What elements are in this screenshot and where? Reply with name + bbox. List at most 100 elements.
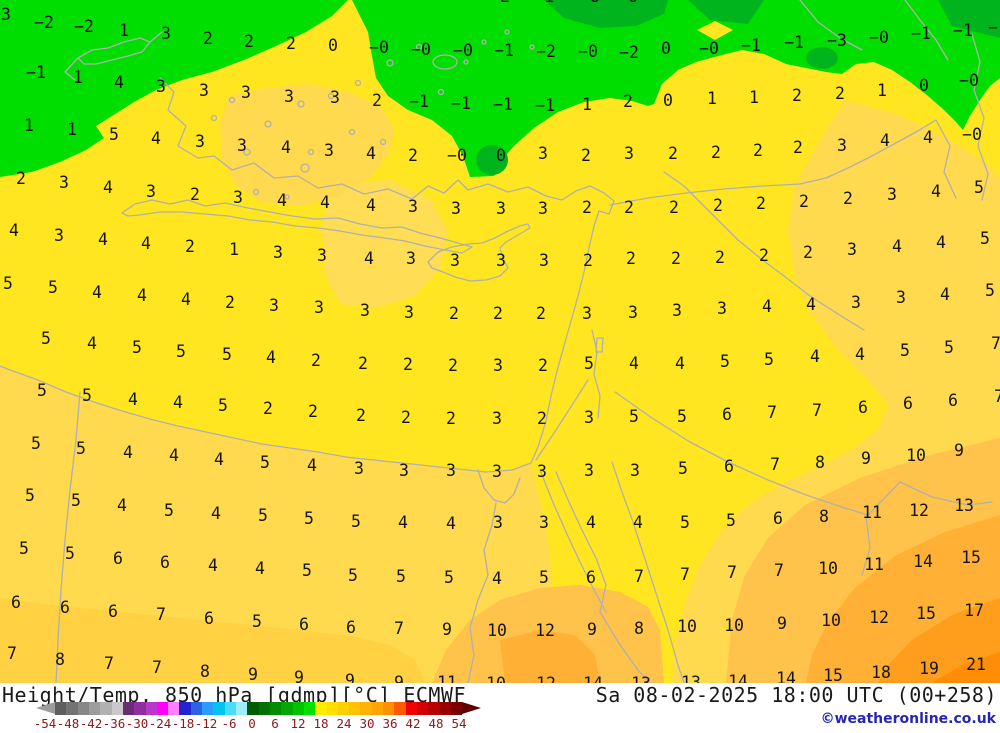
temp-value: 2 xyxy=(225,293,235,312)
temp-value: 3 xyxy=(851,293,861,312)
temp-value: 4 xyxy=(880,131,890,150)
temp-value: 6 xyxy=(628,0,638,6)
temp-value: 2 xyxy=(356,406,366,425)
temp-value: 1 xyxy=(67,120,77,139)
temp-value: 6 xyxy=(903,394,913,413)
temp-value: 2 xyxy=(16,169,26,188)
cyprus-outline xyxy=(427,223,531,282)
temp-value: −1 xyxy=(535,96,555,115)
temp-value: 5 xyxy=(720,352,730,371)
colorbar-segment xyxy=(156,702,169,715)
temp-value: 15 xyxy=(961,548,981,567)
temp-value: 0 xyxy=(919,76,929,95)
temp-value: −1 xyxy=(494,41,514,60)
legend-bar: Height/Temp. 850 hPa [gdmp][°C] ECMWF Sa… xyxy=(0,683,1000,733)
temp-value: 4 xyxy=(923,128,933,147)
temp-value: 9 xyxy=(954,441,964,460)
temp-value: 1 xyxy=(582,95,592,114)
temp-value: 4 xyxy=(586,513,596,532)
temp-value: 4 xyxy=(214,450,224,469)
temp-value: 10 xyxy=(677,617,697,636)
copyright-link[interactable]: ©weatheronline.co.uk xyxy=(820,711,996,727)
temp-value: 4 xyxy=(173,393,183,412)
temp-value: 5 xyxy=(3,274,13,293)
temp-value: 4 xyxy=(123,443,133,462)
temp-value: 2 xyxy=(493,304,503,323)
temp-value: 5 xyxy=(900,341,910,360)
temp-value: 4 xyxy=(629,354,639,373)
temp-value: 4 xyxy=(211,504,221,523)
temp-value: 3 xyxy=(539,251,549,270)
temp-value: 6 xyxy=(948,391,958,410)
temp-value: 3 xyxy=(496,199,506,218)
temp-value: 9 xyxy=(345,671,355,683)
temp-value: 4 xyxy=(277,191,287,210)
temp-value: 4 xyxy=(307,456,317,475)
temp-value: 8 xyxy=(55,650,65,669)
temp-value: 0 xyxy=(663,91,673,110)
colorbar-segment xyxy=(100,702,112,715)
temp-value: 3 xyxy=(406,249,416,268)
temp-value: 3 xyxy=(284,87,294,106)
temp-value: −0 xyxy=(411,40,431,59)
temp-value: 7 xyxy=(767,403,777,422)
temp-value: 12 xyxy=(869,608,889,627)
temp-value: 5 xyxy=(41,329,51,348)
colorbar-tick-label: 36 xyxy=(382,716,398,731)
colorbar-segment xyxy=(236,702,248,715)
temp-value: 4 xyxy=(141,234,151,253)
colorbar-segment xyxy=(281,702,293,715)
temp-value: −0 xyxy=(447,146,467,165)
temp-value: 5 xyxy=(396,567,406,586)
temp-value: 5 xyxy=(164,501,174,520)
temp-value: 2 xyxy=(403,355,413,374)
temp-value: 2 xyxy=(190,185,200,204)
temp-value: 12 xyxy=(536,674,556,683)
temp-value: −2 xyxy=(536,42,556,61)
temp-value: −1 xyxy=(741,36,761,55)
temp-value: 3 xyxy=(896,288,906,307)
temp-value: 5 xyxy=(726,511,736,530)
temp-value: 3 xyxy=(887,185,897,204)
colorbar-segment xyxy=(145,702,157,715)
temp-value: 2 xyxy=(448,356,458,375)
colorbar-segment xyxy=(428,702,440,715)
temp-value: 3 xyxy=(672,301,682,320)
temp-value: −1 xyxy=(784,33,804,52)
temp-value: 8 xyxy=(815,453,825,472)
temp-value: 6 xyxy=(586,568,596,587)
temp-value: 1 xyxy=(119,21,129,40)
temp-value: 2 xyxy=(756,194,766,213)
temp-value: 3 xyxy=(584,461,594,480)
temp-value: 5 xyxy=(176,342,186,361)
temp-value: 5 xyxy=(302,561,312,580)
temp-value: −1 xyxy=(409,92,429,111)
temp-value: 3 xyxy=(538,144,548,163)
temp-value: 2 xyxy=(449,304,459,323)
temp-value: 3 xyxy=(630,461,640,480)
aegean-islands xyxy=(210,29,535,200)
temp-value: 4 xyxy=(9,221,19,240)
temp-value: 4 xyxy=(633,513,643,532)
temp-value: 8 xyxy=(590,0,600,6)
temp-value: 13 xyxy=(631,674,651,683)
colorbar-tick-label: 30 xyxy=(359,716,375,731)
colorbar-segment xyxy=(77,702,89,715)
temp-value: 11 xyxy=(864,555,884,574)
colorbar-segment xyxy=(326,702,338,715)
temp-value: 3 xyxy=(582,304,592,323)
temp-value: 0 xyxy=(661,39,671,58)
temp-value: 5 xyxy=(584,354,594,373)
crete-outline xyxy=(121,199,473,254)
temp-value: 2 xyxy=(500,0,510,6)
coastlines-borders xyxy=(0,0,993,683)
temp-value: 17 xyxy=(964,601,984,620)
temp-value: 9 xyxy=(777,614,787,633)
nile-delta-river xyxy=(467,469,521,683)
temp-value: 0 xyxy=(496,146,506,165)
temp-value: 5 xyxy=(19,539,29,558)
temp-value: 1 xyxy=(707,89,717,108)
temp-value: 2 xyxy=(286,34,296,53)
temp-value: 3 xyxy=(537,462,547,481)
colorbar-tick-label: -42 xyxy=(79,716,103,731)
